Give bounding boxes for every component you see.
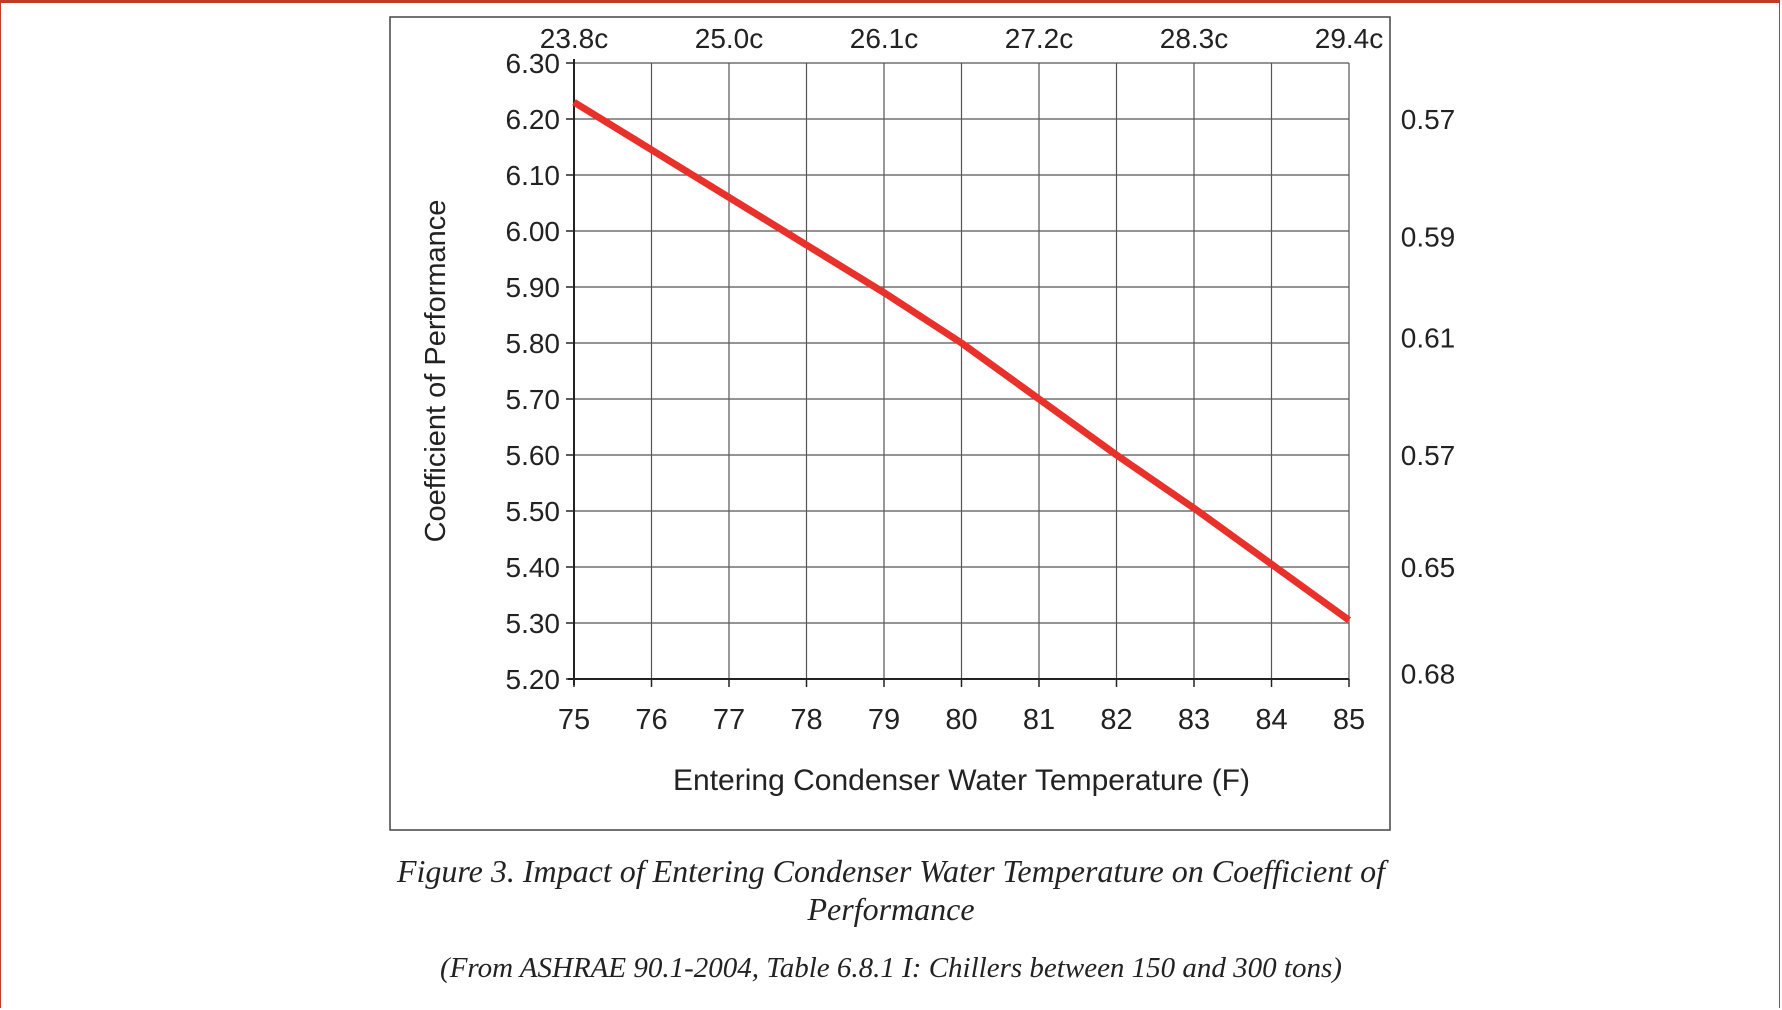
x-tick-label: 79 — [868, 704, 900, 736]
right-annotation: 0.59 — [1401, 222, 1456, 253]
y-tick-label: 6.00 — [506, 216, 561, 247]
y-tick-label: 5.50 — [506, 496, 561, 527]
y-tick-label: 6.20 — [506, 104, 561, 135]
y-tick-label: 5.70 — [506, 384, 561, 415]
y-tick-label: 6.10 — [506, 160, 561, 191]
y-tick-label: 5.80 — [506, 328, 561, 359]
right-annotation: 0.61 — [1401, 322, 1456, 353]
x-tick-label: 82 — [1100, 704, 1132, 736]
x-tick-label: 81 — [1023, 704, 1055, 736]
y-tick-label: 6.30 — [506, 48, 561, 79]
x-axis-title: Entering Condenser Water Temperature (F) — [673, 764, 1250, 797]
x-tick-label: 77 — [713, 704, 745, 736]
x-tick-label: 76 — [635, 704, 667, 736]
right-annotation: 0.65 — [1401, 552, 1456, 583]
top-axis-label: 28.3c — [1160, 23, 1229, 54]
x-tick-label: 75 — [558, 704, 590, 736]
top-axis-label: 25.0c — [695, 23, 764, 54]
y-tick-label: 5.30 — [506, 608, 561, 639]
figure-caption: Figure 3. Impact of Entering Condenser W… — [396, 853, 1386, 927]
x-tick-label: 83 — [1178, 704, 1210, 736]
x-tick-label: 78 — [790, 704, 822, 736]
y-tick-label: 5.60 — [506, 440, 561, 471]
x-tick-label: 85 — [1333, 704, 1365, 736]
top-axis-label: 26.1c — [850, 23, 919, 54]
figure-frame — [389, 16, 1391, 831]
top-axis-label: 23.8c — [540, 23, 609, 54]
top-axis-label: 27.2c — [1005, 23, 1074, 54]
y-tick-label: 5.40 — [506, 552, 561, 583]
top-axis-label: 29.4c — [1315, 23, 1384, 54]
right-annotation: 0.57 — [1401, 104, 1456, 135]
figure-source: (From ASHRAE 90.1-2004, Table 6.8.1 I: C… — [440, 952, 1342, 984]
y-axis-title: Coefficient of Performance — [420, 200, 452, 543]
right-annotation: 0.57 — [1401, 440, 1456, 471]
y-tick-label: 5.90 — [506, 272, 561, 303]
cop-series-line — [572, 99, 1352, 624]
x-tick-label: 80 — [945, 704, 977, 736]
x-tick-label: 84 — [1255, 704, 1287, 736]
right-annotation: 0.68 — [1401, 658, 1456, 689]
y-tick-label: 5.20 — [506, 664, 561, 695]
